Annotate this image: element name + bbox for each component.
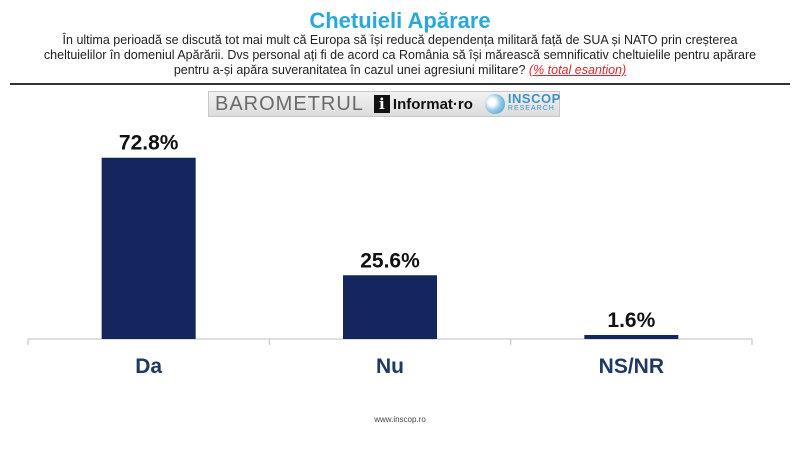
inscop-logo-subtext: RESEARCH [507, 105, 555, 112]
data-label: 1.6% [607, 309, 655, 332]
inscop-globe-icon [484, 94, 505, 114]
informat-logo-text: Informat·ro [392, 95, 473, 113]
bar-nu [343, 275, 437, 339]
category-label: Nu [376, 355, 404, 378]
page-title: Chetuieli Apărare [309, 8, 491, 33]
bar-ns-nr [584, 335, 679, 339]
bar-da [101, 157, 196, 339]
informat-logo: i Informat·ro [373, 95, 473, 113]
footer-url: www.inscop.ro [374, 415, 426, 424]
inscop-logo: INSCOP RESEARCH [484, 91, 561, 114]
inscop-logo-text: INSCOP [507, 91, 561, 106]
survey-question: În ultima perioadă se discută tot mai mu… [30, 33, 770, 78]
data-label: 72.8% [119, 132, 179, 155]
category-label: Da [135, 355, 162, 378]
data-label: 25.6% [360, 249, 420, 272]
question-text: În ultima perioadă se discută tot mai mu… [43, 33, 757, 77]
barometer-logo-text: BAROMETRUL [215, 92, 364, 115]
logo-banner: BAROMETRUL i Informat·ro INSCOP RESEARCH [208, 91, 560, 117]
info-icon: i [373, 95, 390, 113]
header-divider [10, 83, 790, 85]
sample-note: (% total esantion) [528, 63, 627, 77]
category-label: NS/NR [599, 355, 664, 378]
